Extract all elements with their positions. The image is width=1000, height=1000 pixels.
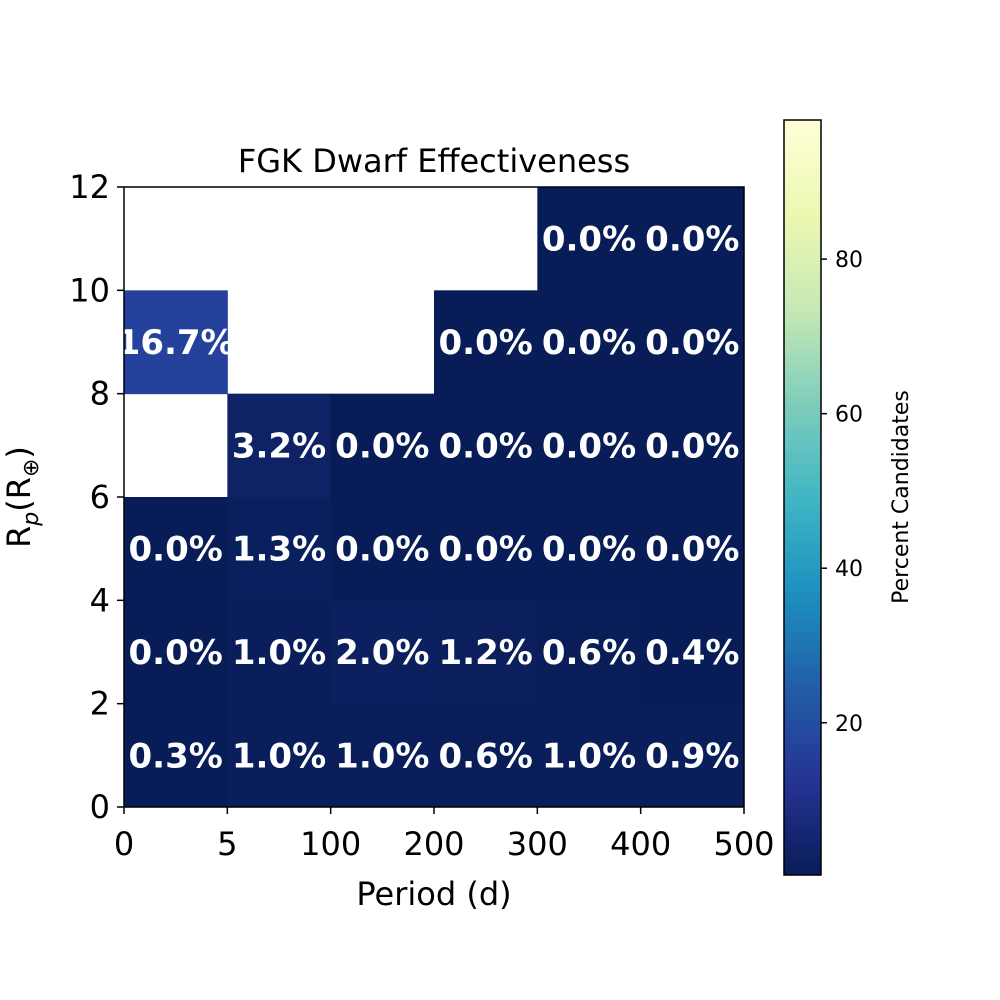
heatmap-cell <box>227 600 332 705</box>
x-tick-label: 100 <box>300 825 361 863</box>
heatmap-cell <box>227 703 332 808</box>
heatmap-cell <box>434 703 538 808</box>
heatmap-cell <box>537 600 642 705</box>
heatmap-cell <box>640 290 745 395</box>
y-axis-label-close: ) <box>0 446 38 458</box>
y-axis-label-sub: p <box>19 512 44 527</box>
colorbar-ticks: 20 40 60 80 <box>821 248 863 737</box>
cell-value-label: 0.0% <box>439 323 533 363</box>
cell-value-label: 1.2% <box>439 633 533 673</box>
x-tick-label: 400 <box>610 825 671 863</box>
cell-value-label: 0.0% <box>439 530 533 570</box>
colorbar-tick-label: 60 <box>835 403 863 428</box>
cell-value-label: 0.3% <box>129 736 223 776</box>
heatmap-cell <box>434 290 538 395</box>
cell-value-label: 0.0% <box>335 530 429 570</box>
heatmap-cell <box>640 187 745 291</box>
y-axis: 0 2 4 6 8 10 12 <box>69 168 124 826</box>
cell-value-label: 2.0% <box>335 633 429 673</box>
cell-value-label: 0.0% <box>645 530 739 570</box>
cell-value-label: 1.3% <box>232 530 326 570</box>
cell-value-label: 0.0% <box>129 633 223 673</box>
heatmap-cell <box>640 600 745 705</box>
cell-value-label: 0.0% <box>439 426 533 466</box>
heatmap-cell <box>330 703 435 808</box>
y-tick-label: 4 <box>90 581 110 619</box>
chart-title: FGK Dwarf Effectiveness <box>238 142 630 180</box>
cell-value-label: 1.0% <box>335 736 429 776</box>
colorbar-tick-label: 20 <box>835 712 863 737</box>
y-axis-label-symbol: ⊕ <box>19 459 44 477</box>
heatmap-cell <box>537 703 642 808</box>
cell-value-label: 0.4% <box>645 633 739 673</box>
cell-value-label: 0.9% <box>645 736 739 776</box>
cell-value-label: 0.0% <box>542 530 636 570</box>
heatmap-cell <box>124 600 228 705</box>
x-axis-label: Period (d) <box>356 875 511 913</box>
colorbar-tick-label: 40 <box>835 557 863 582</box>
heatmap-cell <box>640 703 745 808</box>
heatmap-cell <box>434 497 538 601</box>
cell-value-label: 3.2% <box>232 426 326 466</box>
heatmap-cell <box>227 497 332 601</box>
cell-value-label: 0.0% <box>645 426 739 466</box>
y-axis-label-main: R <box>0 526 38 548</box>
heatmap-cell <box>537 497 642 601</box>
x-tick-label: 500 <box>713 825 774 863</box>
y-tick-label: 2 <box>90 685 110 723</box>
y-tick-label: 10 <box>69 271 110 309</box>
heatmap-cell <box>124 703 228 808</box>
heatmap-cell <box>124 497 228 601</box>
y-tick-label: 12 <box>69 168 110 206</box>
heatmap-cell <box>640 497 745 601</box>
cell-value-label: 0.0% <box>542 426 636 466</box>
x-axis: 0 5 100 200 300 400 500 <box>114 807 775 863</box>
cell-value-label: 0.6% <box>439 736 533 776</box>
cell-value-label: 0.0% <box>645 220 739 260</box>
heatmap-cell-labels: 0.3% 1.0% 1.0% 0.6% 1.0% 0.9%0.0% 1.0% 2.0% 1.2%… <box>117 220 740 777</box>
cell-value-label: 0.6% <box>542 633 636 673</box>
heatmap-cell <box>330 497 435 601</box>
cell-value-label: 0.0% <box>542 323 636 363</box>
heatmap-cell <box>330 600 435 705</box>
heatmap-cell <box>124 290 228 395</box>
heatmap-cell <box>537 187 642 291</box>
x-tick-label: 200 <box>403 825 464 863</box>
heatmap-cell <box>537 290 642 395</box>
heatmap-cell <box>434 393 538 498</box>
cell-value-label: 0.0% <box>129 530 223 570</box>
y-tick-label: 0 <box>90 788 110 826</box>
y-tick-label: 6 <box>90 478 110 516</box>
y-tick-label: 8 <box>90 375 110 413</box>
cell-value-label: 1.0% <box>232 736 326 776</box>
cell-value-label: 16.7% <box>117 323 235 363</box>
heatmap-cell <box>330 393 435 498</box>
y-axis-label-paren: (R <box>0 477 38 512</box>
heatmap-cell <box>537 393 642 498</box>
heatmap-cell <box>227 393 332 498</box>
x-tick-label: 300 <box>507 825 568 863</box>
cell-value-label: 1.0% <box>542 736 636 776</box>
cell-value-label: 1.0% <box>232 633 326 673</box>
heatmap-cell <box>434 600 538 705</box>
heatmap-cells <box>124 187 745 808</box>
colorbar <box>783 119 822 876</box>
colorbar-label: Percent Candidates <box>889 390 914 604</box>
svg-text:Rp(R⊕): Rp(R⊕) <box>0 446 44 548</box>
heatmap-cell <box>640 393 745 498</box>
x-tick-label: 0 <box>114 825 134 863</box>
x-tick-label: 5 <box>217 825 237 863</box>
cell-value-label: 0.0% <box>645 323 739 363</box>
colorbar-tick-label: 80 <box>835 248 863 273</box>
cell-value-label: 0.0% <box>335 426 429 466</box>
y-axis-label: Rp(R⊕) <box>0 446 44 548</box>
cell-value-label: 0.0% <box>542 220 636 260</box>
